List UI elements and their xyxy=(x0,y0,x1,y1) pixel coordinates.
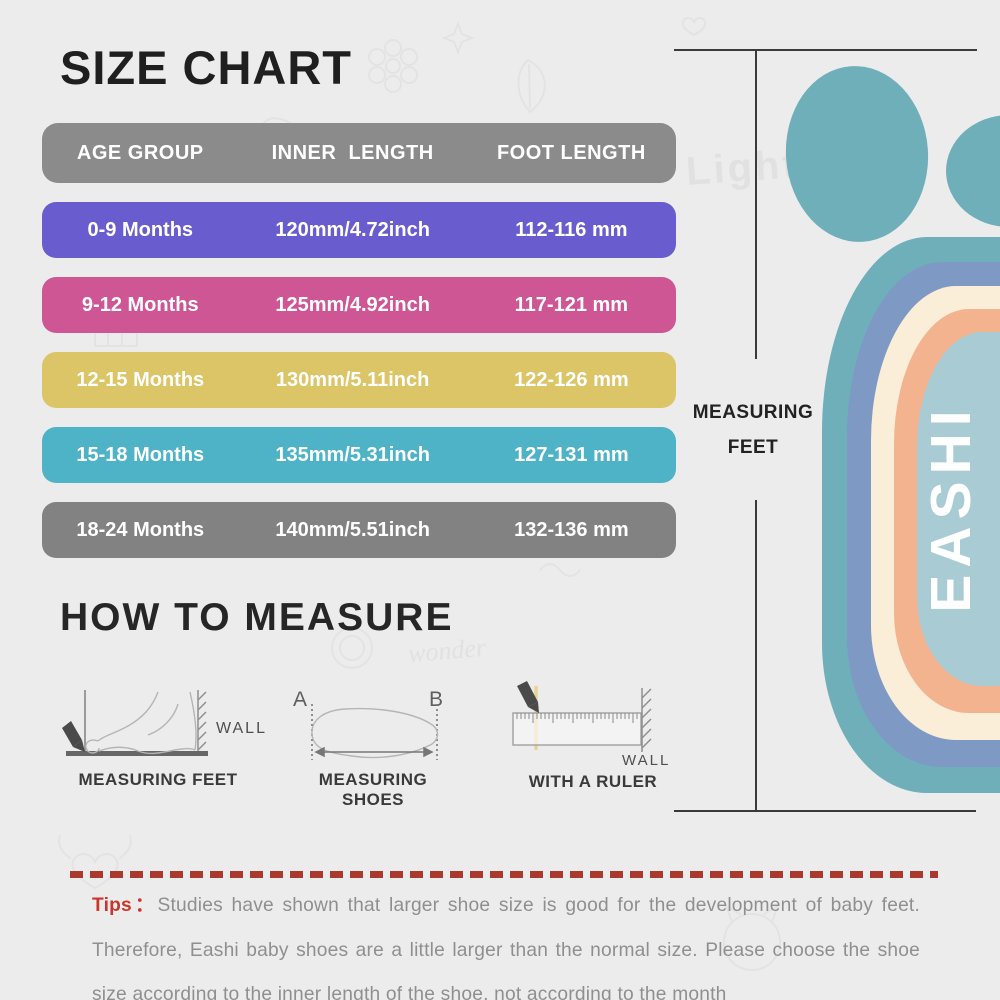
measure-line-vertical-lower xyxy=(755,500,757,812)
table-row: 0-9 Months 120mm/4.72inch 112-116 mm xyxy=(42,202,676,258)
header-foot-length: FOOT LENGTH xyxy=(496,141,646,164)
red-dashed-divider xyxy=(70,871,938,878)
foot-second-toe xyxy=(946,115,1000,227)
cell-foot: 122-126 mm xyxy=(514,368,629,391)
pencil-icon xyxy=(62,721,85,752)
header-age-group: AGE GROUP xyxy=(76,141,204,164)
doodle-winged-heart xyxy=(58,835,132,890)
brand-logo-text: EASHI xyxy=(919,403,983,613)
cell-age: 15-18 Months xyxy=(76,443,205,466)
wall-label-1: WALL xyxy=(216,720,267,737)
cell-inner: 120mm/4.72inch xyxy=(275,218,430,241)
point-a-label: A xyxy=(293,688,308,711)
table-row: 12-15 Months 130mm/5.11inch 122-126 mm xyxy=(42,352,676,408)
wall-hatching xyxy=(197,690,207,751)
table-header-row: AGE GROUP INNER LENGTH FOOT LENGTH xyxy=(42,123,676,183)
cell-inner: 135mm/5.31inch xyxy=(275,443,430,466)
doodle-leaf xyxy=(517,58,546,114)
measuring-shoes-diagram xyxy=(311,704,439,760)
with-a-ruler-caption: WITH A RULER xyxy=(528,772,658,791)
cell-inner: 125mm/4.92inch xyxy=(275,293,430,316)
tips-paragraph: Tips：Studies have shown that larger shoe… xyxy=(92,884,920,1000)
doodle-heart-small xyxy=(681,17,707,37)
measuring-shoes-caption: MEASURING SHOES xyxy=(318,770,428,809)
cell-foot: 117-121 mm xyxy=(514,293,629,316)
point-b-label: B xyxy=(429,688,444,711)
tips-label: Tips： xyxy=(92,895,158,916)
ruler-diagram xyxy=(512,681,652,752)
wall-hatching xyxy=(641,688,652,752)
floor-line xyxy=(66,751,208,756)
cell-foot: 127-131 mm xyxy=(514,443,629,466)
tips-line-3: size according to the inner length of th… xyxy=(92,984,727,1000)
measure-line-top xyxy=(674,49,977,51)
measure-line-bottom xyxy=(674,810,976,812)
cell-age: 0-9 Months xyxy=(87,218,194,241)
doodle-flower-swirl xyxy=(331,627,373,669)
doodle-daisy xyxy=(368,39,418,93)
watermark-light: Light xyxy=(684,142,801,194)
table-row: 9-12 Months 125mm/4.92inch 117-121 mm xyxy=(42,277,676,333)
cell-inner: 130mm/5.11inch xyxy=(275,368,430,391)
pencil-icon xyxy=(517,681,539,713)
tips-text-1: Studies have shown that larger shoe size… xyxy=(157,895,920,916)
header-inner-length: INNER LENGTH xyxy=(271,141,434,164)
foot-big-toe xyxy=(780,61,934,247)
wall-label-2: WALL xyxy=(622,752,671,769)
tips-line-2: Therefore, Eashi baby shoes are a little… xyxy=(92,939,920,961)
doodle-cat xyxy=(723,903,781,971)
measuring-feet-label-line1: MEASURING xyxy=(692,402,814,423)
ruler-body xyxy=(512,712,642,746)
measure-line-vertical-upper xyxy=(755,49,757,359)
cell-foot: 132-136 mm xyxy=(514,518,629,541)
measuring-feet-diagram xyxy=(62,690,208,756)
shoe-sole-outline xyxy=(311,707,439,759)
size-table: AGE GROUP INNER LENGTH FOOT LENGTH 0-9 M… xyxy=(42,123,676,577)
cell-foot: 112-116 mm xyxy=(515,218,628,241)
measuring-feet-caption: MEASURING FEET xyxy=(78,770,238,789)
cell-age: 12-15 Months xyxy=(76,368,205,391)
table-row: 15-18 Months 135mm/5.31inch 127-131 mm xyxy=(42,427,676,483)
foot-pad-inner xyxy=(917,332,1000,686)
cell-inner: 140mm/5.51inch xyxy=(275,518,430,541)
doodle-squiggle xyxy=(539,563,581,577)
foot-outline xyxy=(85,691,197,755)
cell-age: 18-24 Months xyxy=(76,518,205,541)
doodle-sparkle xyxy=(441,21,475,55)
length-arrow xyxy=(314,746,434,758)
tips-line-1: Tips：Studies have shown that larger shoe… xyxy=(92,884,920,929)
page-title: SIZE CHART xyxy=(60,41,352,94)
how-to-measure-heading: HOW TO MEASURE xyxy=(60,596,454,639)
cell-age: 9-12 Months xyxy=(81,293,199,316)
measuring-feet-label-line2: FEET xyxy=(727,437,779,458)
table-row: 18-24 Months 140mm/5.51inch 132-136 mm xyxy=(42,502,676,558)
